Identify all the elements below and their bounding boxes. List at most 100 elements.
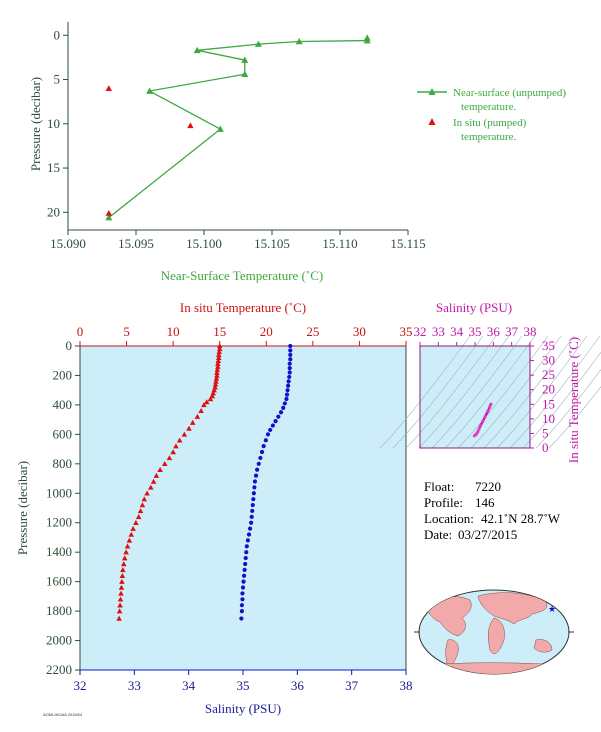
salinity-point	[251, 491, 256, 496]
top-x-tick-label: 15.090	[50, 236, 86, 251]
ts-density-contours	[379, 335, 601, 449]
temperature-point	[126, 537, 133, 543]
temperature-point	[117, 596, 124, 602]
ts-y-tick-label: 10	[542, 411, 555, 426]
density-contour	[418, 335, 510, 449]
temperature-point	[119, 578, 125, 584]
near-surface-point	[105, 214, 113, 221]
ts-x-tick-label: 38	[524, 324, 537, 339]
near-surface-point	[295, 37, 303, 45]
profile-value: 146	[475, 495, 495, 510]
density-contour	[535, 369, 601, 449]
pressure-tick-label: 800	[53, 456, 73, 471]
temperature-point	[211, 387, 217, 393]
density-contour	[509, 335, 601, 449]
float-value: 7220	[475, 479, 501, 494]
ts-x-ticks: 32 33 34 35 36 37 38	[414, 324, 537, 346]
float-label: Float:	[424, 479, 454, 494]
salinity-point	[259, 449, 265, 455]
temperature-point	[123, 549, 129, 555]
salinity-point	[255, 467, 260, 472]
salinity-point	[244, 550, 249, 555]
temperature-point	[161, 461, 168, 467]
main-plot-background	[80, 346, 406, 670]
temperature-point	[116, 615, 122, 621]
star-icon: ★	[548, 605, 556, 615]
ts-point	[478, 424, 483, 428]
top-y-tick-label: 10	[47, 116, 60, 131]
pressure-tick-label: 600	[53, 426, 73, 441]
date-label: Date:	[424, 527, 452, 542]
ts-point	[483, 415, 487, 419]
salinity-point	[281, 405, 286, 410]
temperature-point	[147, 484, 154, 490]
salinity-point	[245, 538, 250, 543]
temperature-point	[144, 490, 150, 496]
near-surface-point	[193, 46, 201, 54]
pressure-tick-label: 1600	[46, 574, 72, 589]
density-contour	[457, 335, 549, 449]
temperature-point	[215, 357, 222, 363]
ts-point	[481, 419, 485, 424]
main-y-axis-label: Pressure (decibar)	[15, 461, 30, 555]
legend-near-surface-marker	[428, 88, 436, 95]
near-surface-point	[146, 87, 154, 94]
temperature-point	[212, 381, 219, 387]
salinity-point	[256, 461, 261, 466]
temperature-point	[213, 378, 219, 384]
salinity-point	[288, 357, 293, 362]
salinity-point	[241, 579, 246, 584]
date-value: 03/27/2015	[458, 527, 517, 542]
near-surface-point	[363, 37, 371, 44]
ts-x-tick-label: 33	[432, 324, 445, 339]
footer-text: AOML/NOAA 2015/04	[43, 712, 83, 717]
temperature-point	[213, 375, 220, 381]
salinity-point	[285, 383, 291, 388]
temperature-point	[212, 384, 218, 390]
salinity-point	[239, 603, 245, 608]
temperature-point	[157, 466, 163, 472]
temperature-point	[150, 478, 157, 484]
temperature-point	[128, 531, 135, 537]
salinity-point	[241, 573, 247, 578]
legend-near-surface-label-2: temperature.	[461, 101, 517, 113]
pressure-tick-label: 1400	[46, 544, 72, 559]
ts-series	[472, 402, 493, 438]
top-series	[105, 34, 371, 221]
salinity-point	[250, 502, 255, 508]
salinity-tick-label: 34	[182, 678, 196, 693]
ts-point	[472, 434, 477, 438]
salinity-point	[287, 365, 292, 371]
temperature-point	[130, 525, 136, 531]
profile-label: Profile:	[424, 495, 463, 510]
ts-point	[477, 427, 481, 431]
temperature-tick-label: 0	[77, 324, 84, 339]
ts-point	[488, 405, 492, 409]
temperature-point	[189, 419, 196, 425]
salinity-point	[288, 352, 293, 357]
temperature-point	[120, 567, 126, 573]
temperature-point	[216, 343, 223, 349]
temperature-point	[133, 519, 139, 525]
in-situ-point	[105, 209, 112, 216]
location-label: Location:	[424, 511, 474, 526]
top-x-ticks: 15.090 15.095 15.100 15.105 15.110 15.115	[50, 230, 426, 251]
salinity-point	[265, 432, 271, 437]
salinity-point	[240, 597, 245, 602]
salinity-point	[268, 427, 273, 433]
salinity-point	[286, 379, 291, 384]
legend-in-situ-label-1: In situ (pumped)	[453, 117, 527, 129]
pressure-ticks: 0 200 400 600 800 1000 1200 1400 1600 1800 2000 220…	[46, 338, 80, 677]
top-y-axis-label: Pressure (decibar)	[28, 77, 43, 171]
salinity-point	[285, 388, 290, 393]
temperature-point	[121, 555, 128, 561]
temperature-tick-label: 35	[400, 324, 413, 339]
ts-point	[486, 409, 490, 413]
density-contour	[470, 335, 562, 449]
temperature-point	[139, 502, 146, 508]
salinity-point	[253, 473, 259, 478]
temperature-point	[153, 472, 160, 478]
salinity-point	[288, 343, 293, 349]
temperature-point	[137, 508, 144, 514]
salinity-tick-label: 37	[345, 678, 359, 693]
